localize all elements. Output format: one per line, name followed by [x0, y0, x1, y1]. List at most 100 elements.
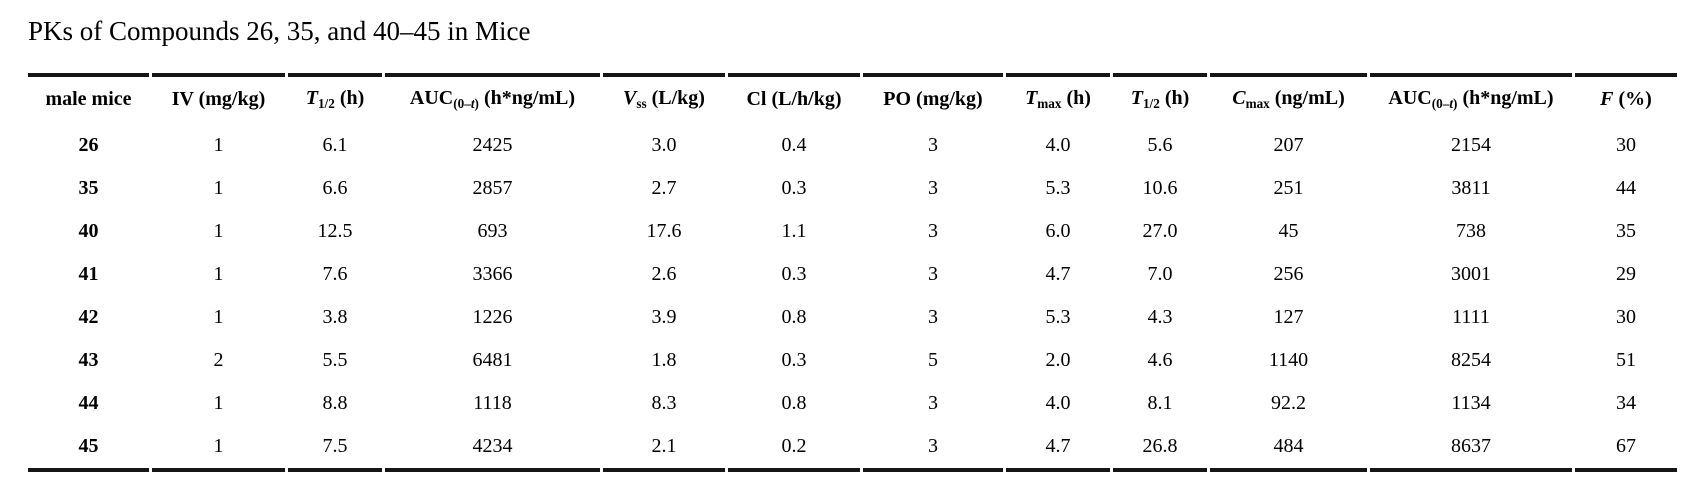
cell: 4.7: [1045, 262, 1071, 285]
cell: 4234: [385, 425, 600, 472]
cell: 44: [1616, 176, 1636, 199]
cell: 7.0: [1147, 262, 1173, 285]
cell: 6481: [472, 348, 513, 371]
compound-id: 35: [78, 176, 99, 199]
cell: 2.7: [651, 176, 677, 199]
cell: 67: [1575, 425, 1677, 472]
cell: 5.6: [1147, 133, 1173, 156]
cell: 0.8: [781, 391, 807, 414]
cell: 27.0: [1142, 219, 1178, 242]
cell: 5.3: [1045, 176, 1071, 199]
cell: 4.6: [1147, 348, 1173, 371]
cell: 0.2: [728, 425, 860, 472]
pk-table: male mice IV (mg/kg) T1/2 (h) AUC(0–t) (h*n…: [25, 73, 1680, 472]
cell: 35: [1616, 219, 1636, 242]
cell: 3: [928, 176, 938, 199]
table-row: 42 1 3.8 1226 3.9 0.8 3 5.3 4.3 127 1111 30: [28, 296, 1677, 339]
cell: 8637: [1370, 425, 1572, 472]
cell: 29: [1616, 262, 1636, 285]
cell: 3001: [1451, 262, 1491, 285]
cell: 6.1: [322, 133, 348, 156]
column-header: T1/2 (h): [1113, 73, 1207, 124]
table-row: 43 2 5.5 6481 1.8 0.3 5 2.0 4.6 1140 8254 51: [28, 339, 1677, 382]
cell: 34: [1616, 391, 1636, 414]
cell: 8254: [1451, 348, 1491, 371]
cell: 4.3: [1147, 305, 1173, 328]
cell: 1118: [473, 391, 512, 414]
cell: 5.3: [1045, 305, 1071, 328]
cell: 5: [928, 348, 938, 371]
cell: 12.5: [317, 219, 353, 242]
cell: 484: [1210, 425, 1367, 472]
cell: 738: [1456, 219, 1486, 242]
cell: 1: [213, 262, 224, 285]
cell: 26.8: [1113, 425, 1207, 472]
cell: 6.6: [322, 176, 348, 199]
column-header: Vss (L/kg): [603, 73, 725, 124]
cell: 2: [213, 348, 224, 371]
cell: 693: [477, 219, 508, 242]
cell: 3.8: [322, 305, 348, 328]
cell: 3366: [472, 262, 513, 285]
cell: 2.0: [1045, 348, 1071, 371]
cell: 1: [213, 176, 224, 199]
cell: 1111: [1452, 305, 1490, 328]
cell: 2857: [472, 176, 513, 199]
column-header: Cmax (ng/mL): [1210, 73, 1367, 124]
table-row: 44 1 8.8 1118 8.3 0.8 3 4.0 8.1 92.2 1134 34: [28, 382, 1677, 425]
cell: 1.1: [781, 219, 807, 242]
table-row: 40 1 12.5 693 17.6 1.1 3 6.0 27.0 45 738 35: [28, 210, 1677, 253]
cell: 2425: [472, 133, 513, 156]
header-row: male mice IV (mg/kg) T1/2 (h) AUC(0–t) (h*n…: [28, 73, 1677, 124]
cell: 1: [213, 133, 224, 156]
cell: 8.3: [651, 391, 677, 414]
cell: 0.3: [781, 348, 807, 371]
cell: 2154: [1451, 133, 1491, 156]
cell: 3: [928, 391, 938, 414]
cell: 0.3: [781, 176, 807, 199]
column-header: AUC(0–t) (h*ng/mL): [1370, 73, 1572, 124]
cell: 7.6: [322, 262, 348, 285]
column-header: IV (mg/kg): [152, 73, 285, 124]
cell: 92.2: [1271, 391, 1306, 414]
cell: 256: [1273, 262, 1304, 285]
cell: 30: [1616, 133, 1636, 156]
compound-id: 44: [78, 391, 99, 414]
column-header: PO (mg/kg): [863, 73, 1003, 124]
table-row: 35 1 6.6 2857 2.7 0.3 3 5.3 10.6 251 3811 44: [28, 167, 1677, 210]
compound-id: 45: [28, 425, 149, 472]
table-body: 26 1 6.1 2425 3.0 0.4 3 4.0 5.6 207 2154 30 35 1 6.6 28…: [28, 124, 1677, 472]
cell: 0.3: [781, 262, 807, 285]
compound-id: 26: [78, 133, 99, 156]
cell: 3: [928, 305, 938, 328]
compound-id: 42: [78, 305, 99, 328]
cell: 127: [1273, 305, 1304, 328]
column-header: T1/2 (h): [288, 73, 382, 124]
table-row: 26 1 6.1 2425 3.0 0.4 3 4.0 5.6 207 2154 30: [28, 124, 1677, 167]
page-title: PKs of Compounds 26, 35, and 40–45 in Mi…: [28, 16, 531, 46]
column-header: F (%): [1575, 73, 1677, 124]
cell: 6.0: [1045, 219, 1071, 242]
cell: 3: [928, 133, 938, 156]
cell: 1: [213, 391, 224, 414]
compound-id: 40: [78, 219, 99, 242]
table-header: male mice IV (mg/kg) T1/2 (h) AUC(0–t) (h*n…: [28, 73, 1677, 124]
compound-id: 43: [78, 348, 99, 371]
cell: 4.0: [1045, 391, 1071, 414]
cell: 3: [863, 425, 1003, 472]
compound-id: 41: [78, 262, 99, 285]
cell: 1: [152, 425, 285, 472]
cell: 3.9: [651, 305, 677, 328]
cell: 1140: [1268, 348, 1309, 371]
cell: 51: [1616, 348, 1636, 371]
table-row: 41 1 7.6 3366 2.6 0.3 3 4.7 7.0 256 3001 29: [28, 253, 1677, 296]
cell: 1: [213, 305, 224, 328]
cell: 251: [1273, 176, 1304, 199]
cell: 207: [1273, 133, 1304, 156]
cell: 3.0: [651, 133, 677, 156]
cell: 8.1: [1147, 391, 1173, 414]
cell: 4.7: [1006, 425, 1110, 472]
column-header: Tmax (h): [1006, 73, 1110, 124]
cell: 45: [1278, 219, 1299, 242]
cell: 17.6: [646, 219, 682, 242]
